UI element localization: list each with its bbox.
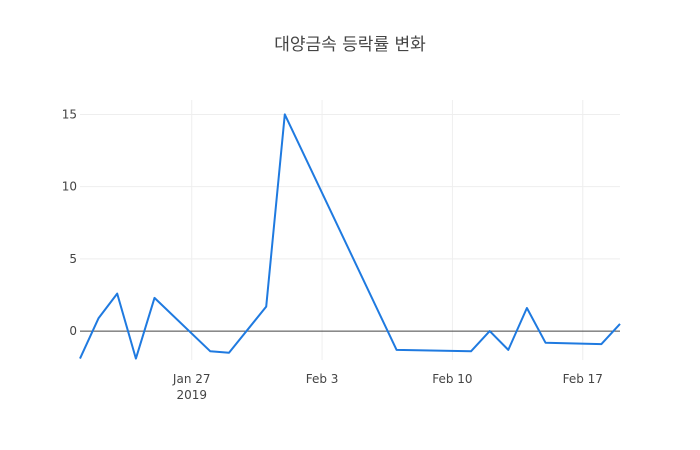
series-line bbox=[79, 113, 621, 360]
x-axis-ticks: Jan 27 2019 Feb 3 Feb 10 Feb 17 bbox=[172, 372, 603, 402]
chart-title: 대양금속 등락률 변화 bbox=[274, 35, 426, 55]
x-tick-year-label: 2019 bbox=[176, 388, 207, 402]
x-tick-label: Feb 17 bbox=[563, 372, 603, 386]
y-tick-label: 15 bbox=[62, 107, 77, 121]
y-tick-label: 0 bbox=[69, 324, 77, 338]
x-tick-label: Feb 3 bbox=[306, 372, 339, 386]
x-tick-label: Jan 27 bbox=[172, 372, 211, 386]
y-tick-label: 10 bbox=[62, 180, 77, 194]
x-tick-label: Feb 10 bbox=[432, 372, 472, 386]
gridlines bbox=[80, 100, 620, 360]
y-axis-ticks: 0 5 10 15 bbox=[62, 107, 77, 338]
y-tick-label: 5 bbox=[69, 252, 77, 266]
